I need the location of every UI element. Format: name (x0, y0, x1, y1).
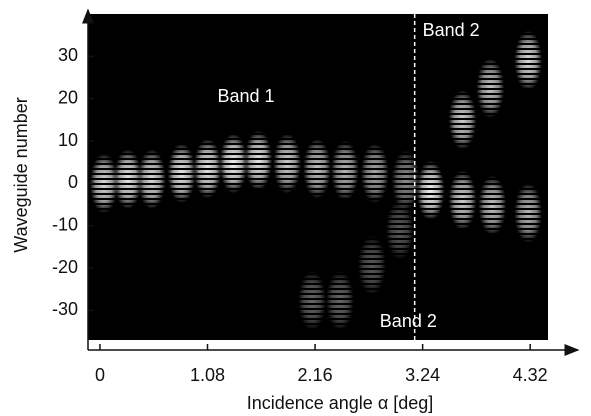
y-tick-label: 0 (68, 172, 78, 192)
intensity-blob (514, 182, 543, 243)
y-tick-label: 10 (58, 130, 78, 150)
intensity-blob (385, 199, 414, 260)
intensity-blob (478, 175, 507, 236)
intensity-blob (167, 143, 196, 204)
x-tick-label: 2.16 (298, 365, 333, 385)
x-axis-label: Incidence angle α [deg] (247, 393, 434, 413)
intensity-blob (273, 133, 302, 194)
intensity-blob (391, 150, 420, 211)
x-tick-label: 3.24 (405, 365, 440, 385)
annotation: Band 1 (217, 86, 274, 106)
y-tick-label: -20 (52, 257, 78, 277)
intensity-blob (303, 138, 332, 199)
intensity-blob (193, 138, 222, 199)
annotation: Band 2 (423, 20, 480, 40)
intensity-blob (89, 153, 118, 214)
y-axis-label: Waveguide number (11, 97, 31, 252)
intensity-blob (298, 270, 327, 331)
intensity-blob (514, 30, 543, 91)
intensity-blob (476, 58, 505, 119)
intensity-blob (448, 170, 477, 231)
blobs (89, 30, 543, 331)
intensity-blob (113, 149, 142, 210)
x-tick-label: 0 (95, 365, 105, 385)
annotation: Band 2 (380, 311, 437, 331)
intensity-blob (137, 149, 166, 210)
y-tick-label: -30 (52, 299, 78, 319)
intensity-blob (448, 89, 477, 150)
intensity-blob (416, 160, 445, 221)
y-tick-label: 30 (58, 45, 78, 65)
x-tick-label: 4.32 (513, 365, 548, 385)
x-tick-label: 1.08 (190, 365, 225, 385)
intensity-blob (219, 133, 248, 194)
y-tick-label: -10 (52, 214, 78, 234)
intensity-blob (244, 130, 273, 191)
intensity-blob (325, 270, 354, 331)
intensity-blob (357, 235, 386, 296)
y-tick-label: 20 (58, 87, 78, 107)
intensity-blob (360, 143, 389, 204)
intensity-blob (330, 140, 359, 201)
